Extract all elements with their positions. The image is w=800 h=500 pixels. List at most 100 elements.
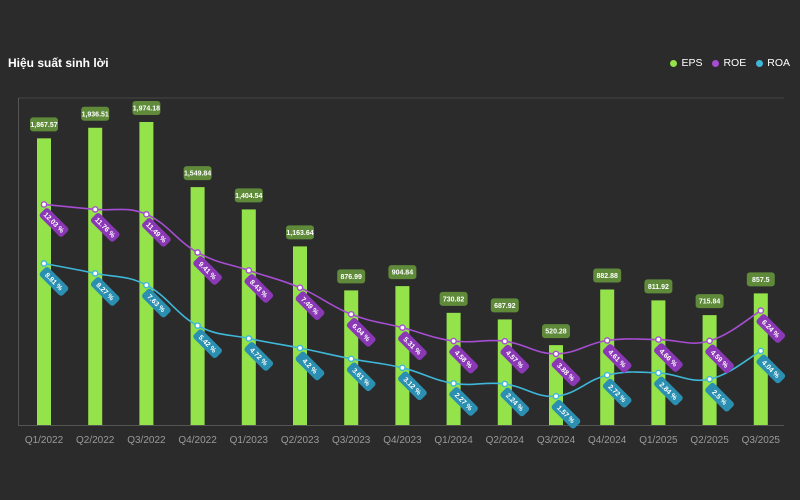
eps-label-bg (695, 294, 724, 309)
eps-label-text: 857.5 (752, 277, 770, 284)
roe-label-bg (39, 208, 69, 237)
x-tick-label: Q1/2025 (639, 435, 678, 446)
eps-label-bg (490, 298, 519, 313)
roa-point (194, 322, 201, 329)
eps-bar (497, 319, 512, 425)
roa-point (552, 392, 560, 400)
legend-roa-label: ROA (767, 57, 790, 69)
eps-label: 876.99 (337, 269, 366, 284)
x-tick-label: Q2/2022 (76, 435, 115, 446)
roa-label-bg (193, 329, 222, 358)
roe-point (399, 324, 406, 331)
roa-point (399, 364, 406, 372)
legend-roa-marker (756, 59, 764, 67)
x-tick-label: Q3/2024 (537, 435, 576, 446)
roe-point (655, 336, 662, 343)
eps-label-text: 1,404.54 (235, 193, 262, 200)
eps-label: 904.84 (388, 265, 417, 280)
eps-label-bg (593, 268, 622, 283)
eps-bar (293, 246, 307, 425)
roe-label-bg (500, 344, 530, 374)
roa-point (603, 371, 611, 379)
roa-point (347, 355, 355, 363)
roa-label-bg (705, 382, 734, 412)
eps-label: 1,163.64 (286, 225, 314, 240)
roe-point (552, 350, 560, 358)
legend-eps-marker (670, 59, 678, 67)
eps-label-text: 1,867.57 (30, 122, 57, 129)
roe-label-bg (90, 213, 120, 242)
roa-label-bg (551, 399, 581, 429)
roe-point (347, 310, 355, 318)
x-tick-label: Q4/2024 (588, 435, 627, 446)
eps-label-text: 882.88 (596, 273, 618, 280)
eps-label: 882.88 (593, 268, 622, 283)
roa-label-bg (244, 342, 274, 371)
x-tick-label: Q4/2023 (383, 435, 422, 446)
roe-point (450, 337, 457, 345)
roe-label-bg (193, 256, 222, 285)
eps-label-bg (81, 106, 110, 121)
eps-label-bg (286, 225, 314, 240)
eps-bar (139, 121, 154, 425)
roa-label-bg (39, 267, 69, 296)
legend-roe-marker (712, 59, 720, 67)
eps-label-bg (644, 279, 673, 294)
x-tick-label: Q3/2022 (127, 435, 166, 446)
roe-label-bg (244, 274, 274, 303)
roa-label-bg (398, 371, 427, 401)
eps-label: 687.92 (490, 298, 519, 313)
roe-point (143, 211, 150, 218)
roa-point (245, 335, 253, 342)
roe-label-bg (346, 317, 376, 347)
eps-label-bg (746, 272, 775, 287)
x-tick-label: Q1/2024 (434, 435, 473, 446)
roe-label-bg (602, 344, 632, 373)
eps-label-text: 1,549.84 (184, 171, 211, 178)
eps-label: 811.92 (644, 279, 673, 294)
eps-label: 1,404.54 (234, 188, 263, 203)
roa-label-bg (90, 277, 120, 306)
chart-title: Hiệu suất sinh lời (8, 56, 109, 70)
roa-point (757, 347, 765, 355)
roe-label-bg (756, 314, 786, 343)
roa-point (143, 281, 150, 289)
eps-bar (446, 312, 461, 425)
roe-point (501, 337, 509, 345)
eps-bar (702, 315, 717, 425)
x-tick-label: Q2/2025 (690, 435, 729, 446)
eps-label-bg (388, 265, 417, 280)
x-tick-label: Q1/2022 (25, 435, 64, 446)
eps-label-text: 811.92 (648, 284, 669, 291)
eps-label: 730.82 (439, 291, 468, 306)
roa-label-bg (295, 351, 325, 381)
eps-label-text: 730.82 (443, 296, 465, 303)
eps-label-bg (132, 100, 161, 115)
eps-label-bg (183, 166, 212, 181)
roe-point (91, 206, 99, 213)
eps-label-bg (439, 291, 468, 306)
eps-bar (190, 187, 205, 425)
eps-bar (395, 286, 410, 425)
roe-point (706, 337, 713, 345)
x-tick-label: Q2/2023 (281, 435, 320, 446)
legend-roe-label: ROE (723, 57, 747, 69)
eps-label: 857.5 (746, 272, 775, 287)
legend-item-roa[interactable]: ROA (756, 57, 790, 69)
x-tick-label: Q3/2023 (332, 435, 371, 446)
roa-point (40, 260, 48, 267)
legend-item-roe[interactable]: ROE (712, 57, 746, 69)
eps-label-text: 1,936.51 (82, 111, 109, 118)
roe-label-bg (551, 357, 581, 387)
legend-item-eps[interactable]: EPS (670, 57, 702, 69)
eps-label-text: 520.28 (545, 329, 567, 336)
roe-label-bg (705, 344, 734, 374)
x-tick-label: Q2/2024 (486, 435, 525, 446)
x-tick-label: Q1/2023 (230, 435, 269, 446)
eps-label-bg (30, 117, 58, 132)
roe-point (296, 284, 304, 291)
eps-label-bg (542, 324, 570, 339)
roa-point (655, 369, 662, 377)
eps-label: 520.28 (542, 324, 570, 339)
